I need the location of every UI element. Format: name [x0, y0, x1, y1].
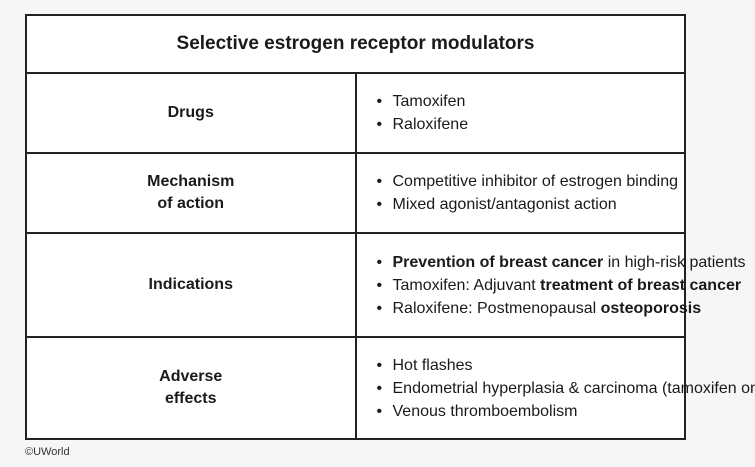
title-row: Selective estrogen receptor modulators — [25, 14, 686, 74]
emphasized-text: osteoporosis — [600, 299, 702, 317]
row-label-adverse-effects: Adverse effects — [25, 336, 357, 440]
bullet-list: Prevention of breast cancer in high-risk… — [375, 251, 745, 320]
list-item: Venous thromboembolism — [375, 400, 685, 423]
item-text: Venous thromboembolism — [392, 402, 578, 420]
bullet-list: Hot flashes Endometrial hyperplasia & car… — [375, 354, 755, 423]
list-item: Mixed agonist/antagonist action — [375, 193, 685, 216]
item-text: Tamoxifen — [392, 93, 466, 110]
serm-table: Selective estrogen receptor modulators D… — [25, 14, 755, 440]
list-item: Prevention of breast cancer in high-risk… — [375, 251, 745, 274]
row-label-line: effects — [164, 390, 217, 407]
bullet-list: Tamoxifen Raloxifene — [375, 90, 685, 136]
item-text: Competitive inhibitor of estrogen bindin… — [392, 173, 679, 190]
table-title: Selective estrogen receptor modulators — [25, 14, 686, 74]
emphasized-text: Prevention of breast cancer — [392, 253, 604, 271]
row-label-line: Drugs — [167, 104, 214, 121]
item-text: Raloxifene — [392, 116, 469, 133]
list-item: Competitive inhibitor of estrogen bindin… — [375, 170, 685, 193]
item-text: Endometrial hyperplasia & carcinoma (tam… — [392, 379, 755, 397]
row-label-line: Adverse — [159, 368, 223, 385]
list-item: Raloxifene: Postmenopausal osteoporosis — [375, 297, 701, 320]
list-item: Endometrial hyperplasia & carcinoma (tam… — [375, 377, 755, 400]
list-item: Tamoxifen: Adjuvant treatment of breast … — [375, 274, 741, 297]
row-content-mechanism: Competitive inhibitor of estrogen bindin… — [354, 152, 686, 234]
row-content-drugs: Tamoxifen Raloxifene — [354, 72, 686, 154]
row-label-indications: Indications — [25, 232, 357, 338]
item-text: Hot flashes — [392, 356, 473, 374]
emphasized-text: treatment of breast cancer — [540, 276, 742, 294]
row-label-drugs: Drugs — [25, 72, 357, 154]
copyright-notice: ©UWorld — [25, 446, 70, 458]
row-label-line: of action — [157, 195, 225, 212]
list-item: Hot flashes — [375, 354, 685, 377]
row-content-adverse-effects: Hot flashes Endometrial hyperplasia & car… — [354, 336, 755, 440]
row-label-line: Mechanism — [147, 173, 235, 190]
item-text: in high-risk patients — [603, 253, 746, 271]
item-text: Mixed agonist/antagonist action — [392, 196, 617, 213]
row-content-indications: Prevention of breast cancer in high-risk… — [354, 232, 746, 338]
row-label-line: Indications — [148, 276, 233, 293]
table-row-drugs: Drugs Tamoxifen Raloxifene — [25, 72, 686, 154]
table-row-adverse-effects: Adverse effects Hot flashes Endometrial hy… — [25, 336, 755, 440]
list-item: Raloxifene — [375, 113, 685, 136]
item-text: Raloxifene: Postmenopausal — [392, 299, 601, 317]
row-label-mechanism: Mechanism of action — [25, 152, 357, 234]
list-item: Tamoxifen — [375, 90, 685, 113]
item-text: Tamoxifen: Adjuvant — [392, 276, 541, 294]
table-row-mechanism: Mechanism of action Competitive inhibitor… — [25, 152, 686, 234]
table-row-indications: Indications Prevention of breast cancer … — [25, 232, 746, 338]
bullet-list: Competitive inhibitor of estrogen bindin… — [375, 170, 685, 216]
